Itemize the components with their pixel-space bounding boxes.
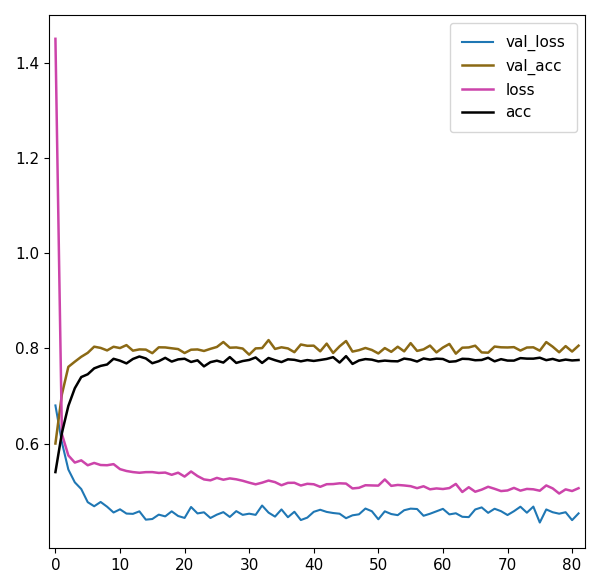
Line: loss: loss <box>55 39 578 493</box>
val_acc <box>478 349 485 356</box>
val_acc <box>52 440 59 447</box>
loss <box>556 490 563 497</box>
val_acc <box>200 348 208 355</box>
acc <box>478 356 485 363</box>
val_loss <box>536 519 544 526</box>
loss <box>200 476 208 483</box>
val_loss <box>200 509 208 516</box>
Line: acc: acc <box>55 356 578 472</box>
val_acc <box>304 342 311 349</box>
acc <box>175 356 182 363</box>
Line: val_acc: val_acc <box>55 340 578 443</box>
loss <box>458 489 466 496</box>
val_loss <box>458 513 466 520</box>
acc <box>194 357 201 364</box>
val_acc <box>575 342 582 349</box>
val_loss <box>52 402 59 409</box>
val_acc <box>465 344 472 351</box>
acc <box>200 363 208 370</box>
loss <box>575 485 582 492</box>
loss <box>194 473 201 480</box>
loss <box>472 488 479 495</box>
loss <box>297 482 304 489</box>
val_acc <box>194 346 201 353</box>
val_acc <box>175 346 182 353</box>
acc <box>343 353 350 360</box>
val_loss <box>297 516 304 523</box>
loss <box>175 469 182 476</box>
Legend: val_loss, val_acc, loss, acc: val_loss, val_acc, loss, acc <box>450 23 577 132</box>
val_loss <box>194 510 201 517</box>
acc <box>575 356 582 363</box>
acc <box>52 469 59 476</box>
acc <box>465 356 472 363</box>
acc <box>297 358 304 365</box>
Line: val_loss: val_loss <box>55 406 578 523</box>
loss <box>52 35 59 42</box>
val_acc <box>265 336 272 343</box>
val_loss <box>472 506 479 513</box>
val_loss <box>575 510 582 517</box>
val_loss <box>175 513 182 520</box>
